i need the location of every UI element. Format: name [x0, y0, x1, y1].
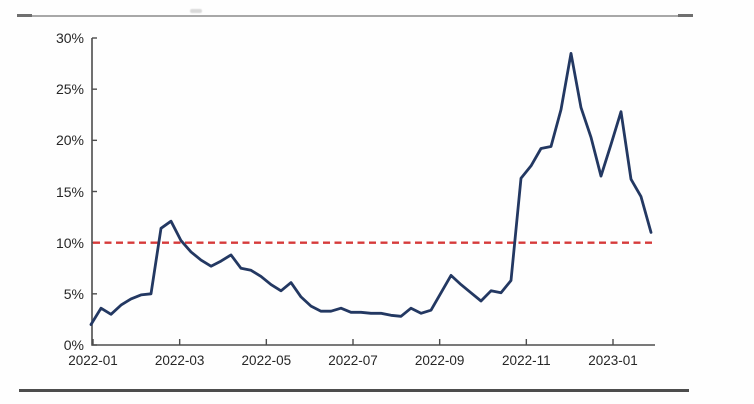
x-axis-tick-label: 2022-11 [502, 353, 551, 368]
x-axis-tick-label: 2022-05 [241, 353, 292, 368]
y-axis-tick-label: 20% [55, 132, 84, 149]
x-axis-tick-label: 2022-03 [154, 353, 205, 368]
y-axis-tick-label: 15% [55, 183, 84, 200]
y-axis-tick-label: 25% [55, 81, 84, 98]
top-divider-right-cap [678, 14, 693, 17]
data-series-line [89, 52, 653, 326]
y-axis-tick-label: 5% [63, 285, 84, 302]
bottom-divider-line [19, 389, 689, 392]
scan-artifact-smudge [190, 9, 202, 13]
axis-lines [91, 38, 655, 346]
x-axis-tick-label: 2022-07 [328, 353, 378, 368]
y-axis-tick-label: 0% [63, 337, 84, 353]
top-divider-left-cap [17, 14, 32, 17]
x-axis-tick-label: 2022-09 [414, 353, 465, 368]
x-axis-tick-label: 2023-01 [588, 353, 638, 368]
x-axis-tick-label: 2022-01 [68, 353, 118, 368]
top-divider-line [17, 15, 693, 17]
y-axis-tick-label: 30% [55, 30, 84, 46]
y-axis-tick-label: 10% [55, 234, 84, 251]
